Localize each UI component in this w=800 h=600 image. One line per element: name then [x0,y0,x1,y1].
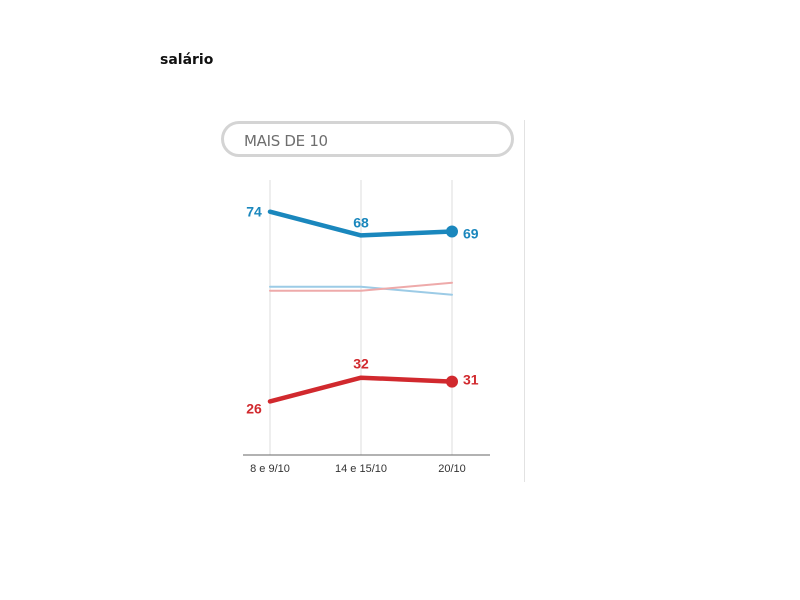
filter-label: MAIS DE 10 [244,132,328,150]
data-label: 74 [246,204,262,220]
series-end-marker-0 [446,225,458,238]
x-tick-label: 14 e 15/10 [335,463,387,475]
series-line-2 [269,285,453,296]
data-label: 31 [463,372,479,388]
series-end-marker-1 [446,375,458,388]
data-label: 68 [353,214,369,230]
data-label: 69 [463,226,479,242]
x-tick-label: 8 e 9/10 [250,463,290,475]
data-label: 32 [353,356,369,372]
data-label: 26 [246,400,262,416]
series-line-0 [267,209,455,238]
series-line-1 [267,375,455,404]
series-line-3 [269,281,453,292]
filter-selector[interactable]: MAIS DE 10 [221,121,514,157]
page-heading: salário [160,52,214,68]
x-tick-label: 20/10 [438,463,466,475]
panel-divider [524,120,525,482]
